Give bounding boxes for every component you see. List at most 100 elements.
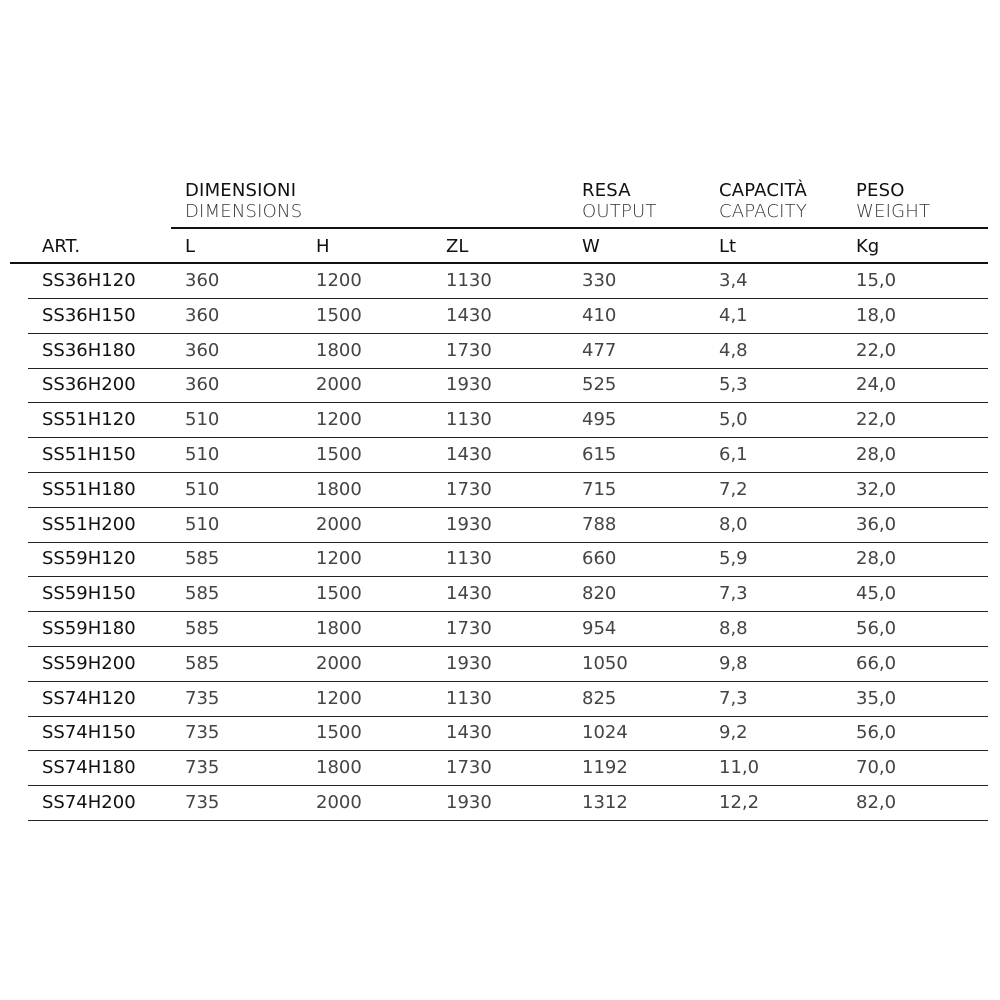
table-row: SS74H200 735 2000 1930 1312 12,2 82,0 xyxy=(28,785,988,821)
cell-l: 510 xyxy=(185,444,220,465)
cell-w: 1024 xyxy=(582,722,628,744)
cell-h: 1500 xyxy=(316,444,362,465)
cell-kg: 56,0 xyxy=(856,618,897,639)
cell-kg: 22,0 xyxy=(856,409,897,431)
cell-art: SS59H120 xyxy=(42,548,136,570)
table-row: SS59H200 585 2000 1930 1050 9,8 66,0 xyxy=(28,646,988,682)
cell-zl: 1730 xyxy=(446,757,492,779)
table-row: SS59H150 585 1500 1430 820 7,3 45,0 xyxy=(28,576,988,613)
cell-w: 615 xyxy=(582,444,617,465)
cell-lt: 8,8 xyxy=(719,618,748,639)
cell-art: SS51H150 xyxy=(42,444,136,465)
cell-kg: 35,0 xyxy=(856,687,897,709)
cell-l: 510 xyxy=(185,478,220,500)
cell-kg: 28,0 xyxy=(856,444,897,465)
cell-w: 495 xyxy=(582,409,617,431)
capacity-header-en: CAPACITY xyxy=(719,201,808,222)
column-header-h: H xyxy=(316,236,330,257)
cell-h: 1800 xyxy=(316,618,362,639)
cell-art: SS59H150 xyxy=(42,583,136,605)
cell-lt: 5,9 xyxy=(719,548,748,570)
capacity-header-it: CAPACITÀ xyxy=(719,180,807,201)
cell-w: 410 xyxy=(582,304,617,326)
table-row: SS36H180 360 1800 1730 477 4,8 22,0 xyxy=(28,333,988,369)
cell-kg: 32,0 xyxy=(856,478,897,500)
cell-art: SS36H200 xyxy=(42,374,136,396)
cell-l: 360 xyxy=(185,339,220,361)
cell-w: 954 xyxy=(582,618,617,639)
cell-w: 825 xyxy=(582,687,617,709)
cell-zl: 1430 xyxy=(446,304,492,326)
cell-zl: 1130 xyxy=(446,548,492,570)
column-header-l: L xyxy=(185,236,196,257)
cell-w: 477 xyxy=(582,339,617,361)
cell-kg: 18,0 xyxy=(856,304,897,326)
cell-kg: 56,0 xyxy=(856,722,897,744)
cell-art: SS74H180 xyxy=(42,757,136,779)
cell-l: 360 xyxy=(185,304,220,326)
cell-zl: 1930 xyxy=(446,374,492,396)
cell-art: SS51H200 xyxy=(42,513,136,535)
table-row: SS59H120 585 1200 1130 660 5,9 28,0 xyxy=(28,541,988,578)
table-row: SS59H180 585 1800 1730 954 8,8 56,0 xyxy=(28,611,988,647)
cell-art: SS36H180 xyxy=(42,339,136,361)
cell-zl: 1730 xyxy=(446,339,492,361)
cell-h: 1800 xyxy=(316,478,362,500)
weight-header-it: PESO xyxy=(856,180,905,201)
cell-art: SS59H180 xyxy=(42,618,136,639)
cell-kg: 22,0 xyxy=(856,339,897,361)
table-row: SS51H120 510 1200 1130 495 5,0 22,0 xyxy=(28,402,988,439)
cell-art: SS59H200 xyxy=(42,652,136,674)
cell-lt: 4,8 xyxy=(719,339,748,361)
cell-kg: 66,0 xyxy=(856,652,897,674)
cell-kg: 28,0 xyxy=(856,548,897,570)
cell-h: 2000 xyxy=(316,374,362,396)
cell-lt: 3,4 xyxy=(719,270,748,291)
cell-h: 1200 xyxy=(316,548,362,570)
table-row: SS36H200 360 2000 1930 525 5,3 24,0 xyxy=(28,367,988,404)
cell-h: 2000 xyxy=(316,513,362,535)
cell-kg: 45,0 xyxy=(856,583,897,605)
column-header-art: ART. xyxy=(42,236,81,257)
cell-zl: 1930 xyxy=(446,652,492,674)
cell-lt: 5,0 xyxy=(719,409,748,431)
cell-art: SS74H120 xyxy=(42,687,136,709)
cell-w: 330 xyxy=(582,270,617,291)
cell-w: 525 xyxy=(582,374,617,396)
cell-w: 1312 xyxy=(582,792,628,813)
cell-l: 360 xyxy=(185,270,220,291)
cell-w: 660 xyxy=(582,548,617,570)
cell-l: 360 xyxy=(185,374,220,396)
cell-h: 2000 xyxy=(316,792,362,813)
table-row: SS74H150 735 1500 1430 1024 9,2 56,0 xyxy=(28,715,988,752)
cell-zl: 1130 xyxy=(446,270,492,291)
cell-h: 1200 xyxy=(316,687,362,709)
column-header-lt: Lt xyxy=(719,236,737,257)
cell-h: 1200 xyxy=(316,409,362,431)
cell-art: SS36H120 xyxy=(42,270,136,291)
cell-lt: 5,3 xyxy=(719,374,748,396)
cell-l: 585 xyxy=(185,548,220,570)
table-row: SS36H120 360 1200 1130 330 3,4 15,0 xyxy=(28,263,988,299)
cell-lt: 8,0 xyxy=(719,513,748,535)
table-row: SS36H150 360 1500 1430 410 4,1 18,0 xyxy=(28,298,988,334)
column-header-w: W xyxy=(582,236,600,257)
cell-l: 735 xyxy=(185,722,220,744)
cell-lt: 7,3 xyxy=(719,687,748,709)
column-header-kg: Kg xyxy=(856,236,880,257)
cell-zl: 1130 xyxy=(446,409,492,431)
table-row: SS74H120 735 1200 1130 825 7,3 35,0 xyxy=(28,681,988,717)
cell-l: 585 xyxy=(185,652,220,674)
header-divider xyxy=(171,227,988,229)
cell-zl: 1430 xyxy=(446,583,492,605)
cell-h: 1500 xyxy=(316,304,362,326)
cell-w: 788 xyxy=(582,513,617,535)
dimensions-header-it: DIMENSIONI xyxy=(185,180,297,201)
column-header-divider xyxy=(10,262,988,264)
table-row: SS51H150 510 1500 1430 615 6,1 28,0 xyxy=(28,437,988,473)
cell-kg: 24,0 xyxy=(856,374,897,396)
cell-art: SS51H120 xyxy=(42,409,136,431)
cell-kg: 82,0 xyxy=(856,792,897,813)
cell-l: 735 xyxy=(185,687,220,709)
cell-w: 1050 xyxy=(582,652,628,674)
